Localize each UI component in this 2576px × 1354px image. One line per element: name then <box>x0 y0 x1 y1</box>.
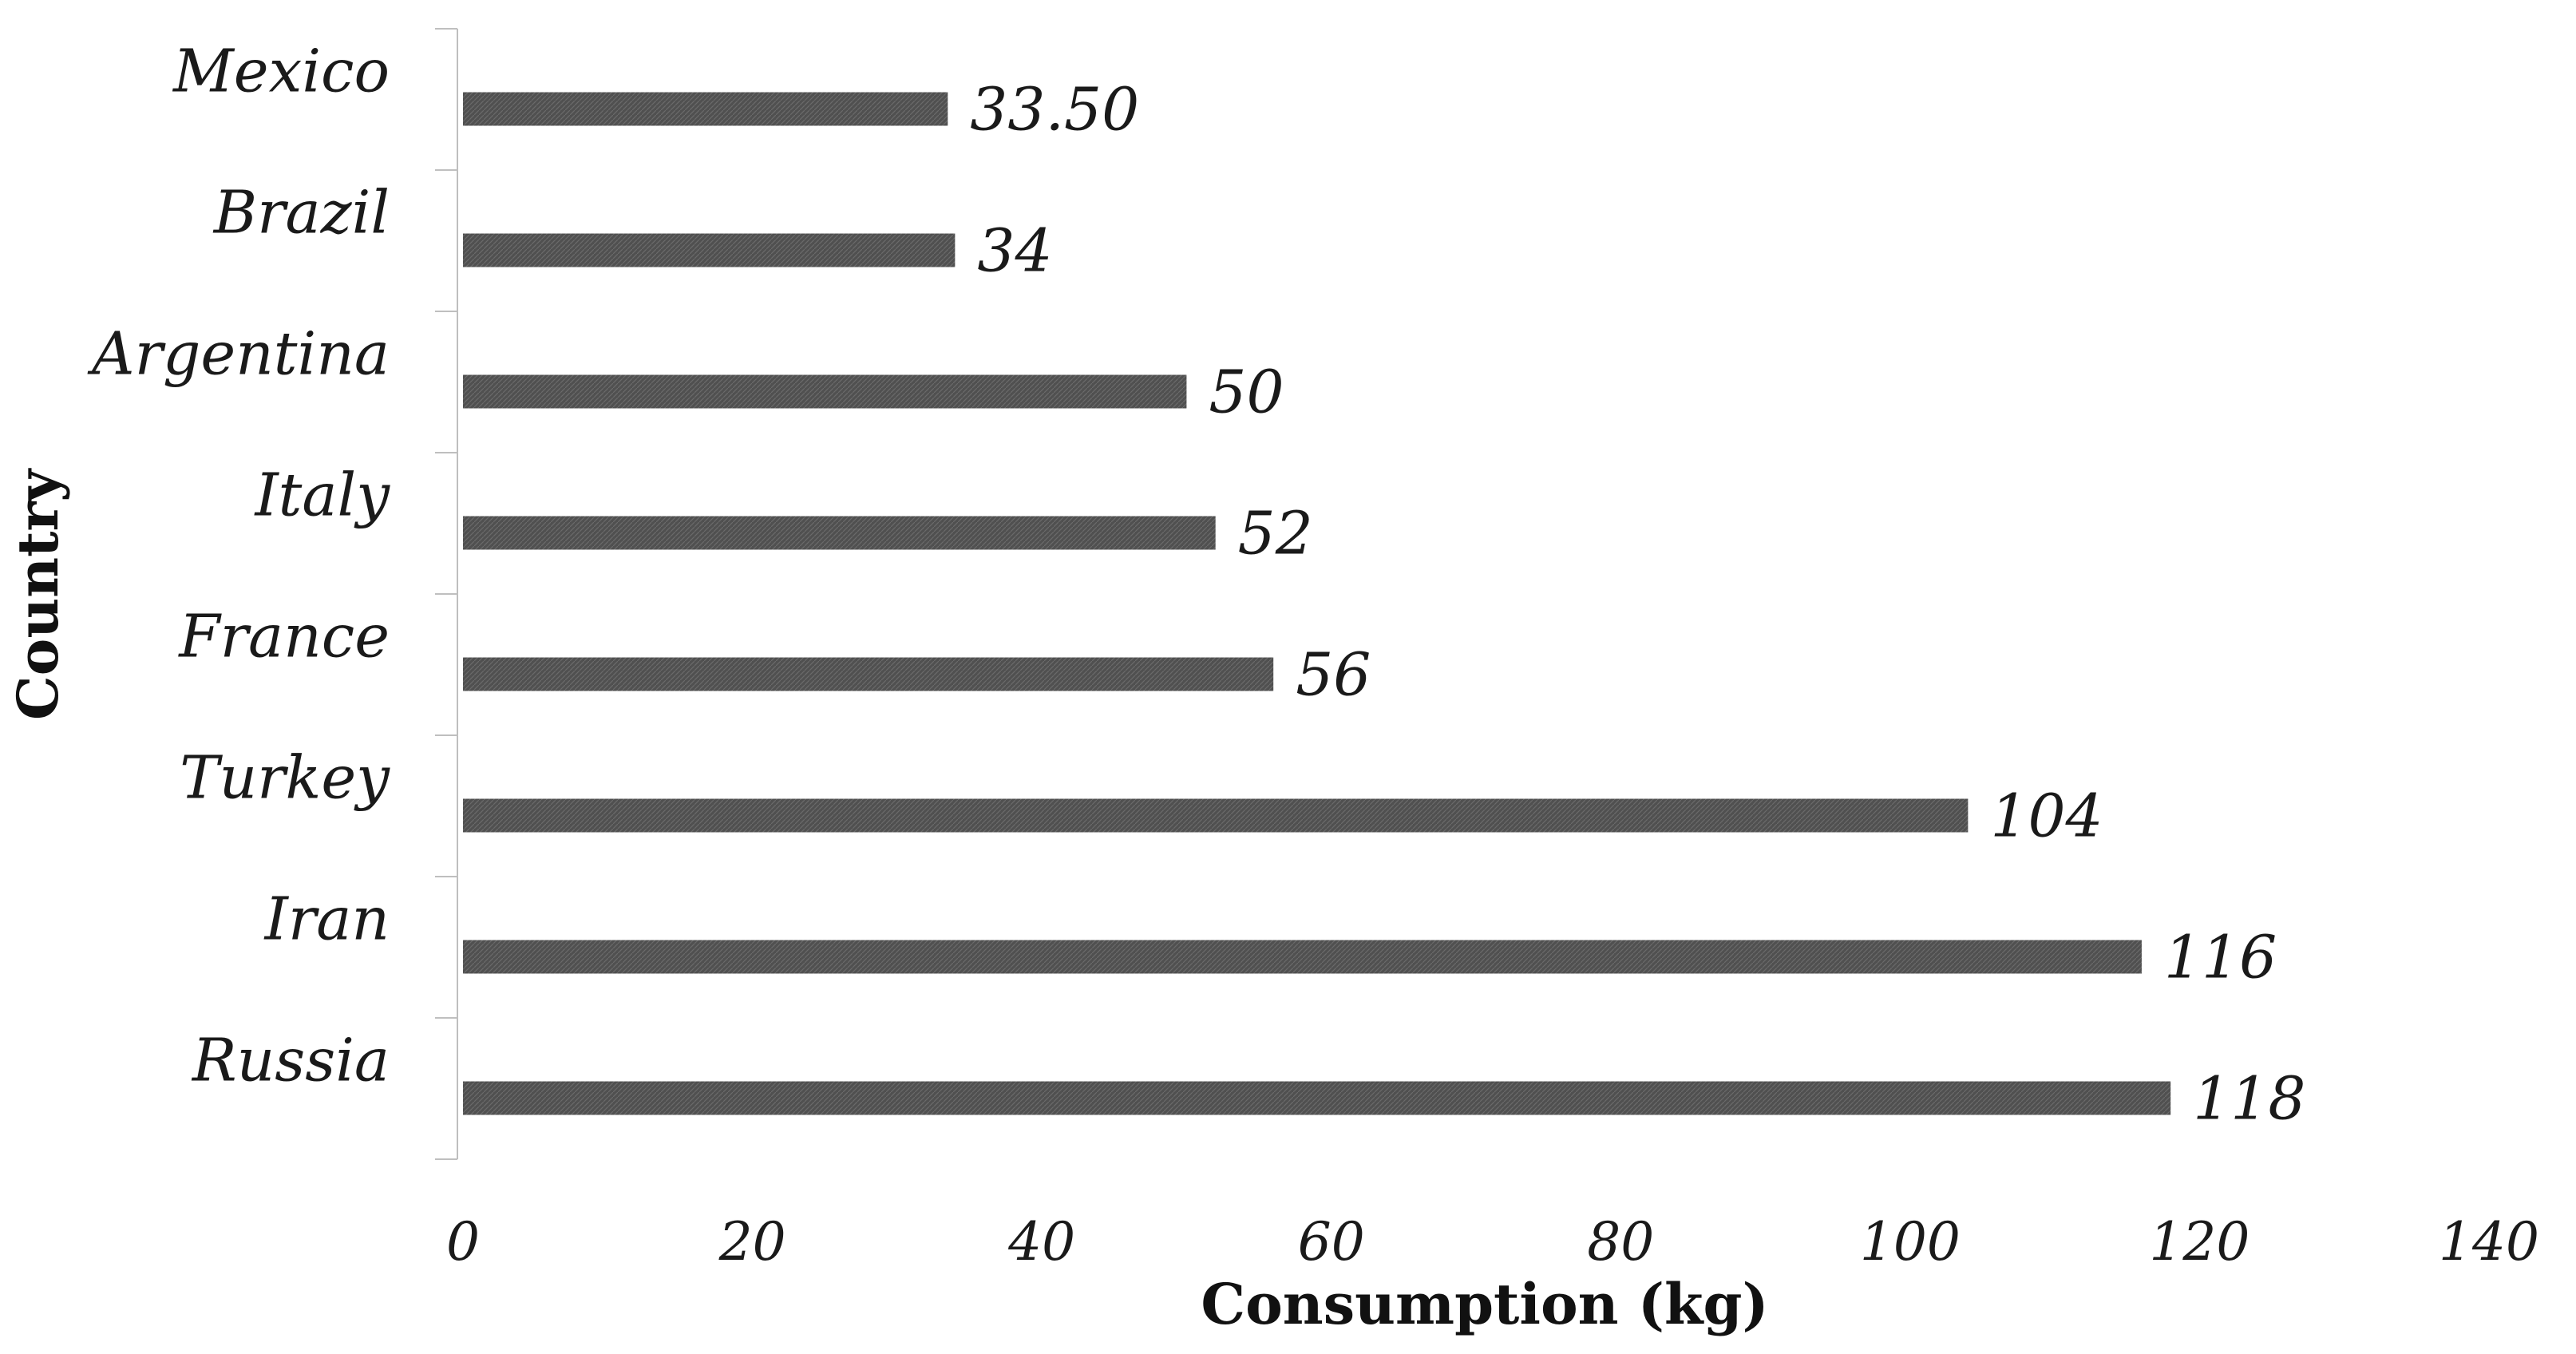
x-tick-label: 0 <box>446 1211 480 1273</box>
category-label: Turkey <box>180 744 390 813</box>
category-label: Brazil <box>212 179 390 247</box>
bar-russia <box>463 1081 2171 1115</box>
x-tick-label: 80 <box>1587 1211 1654 1273</box>
data-label: 56 <box>1296 641 1371 710</box>
category-label: Russia <box>191 1027 390 1095</box>
data-label: 116 <box>2164 924 2277 992</box>
x-tick-label: 40 <box>1007 1211 1075 1273</box>
data-label: 33.50 <box>970 76 1139 145</box>
data-label: 50 <box>1209 358 1284 427</box>
x-tick-label: 60 <box>1298 1211 1365 1273</box>
x-tick-label: 140 <box>2439 1211 2539 1273</box>
category-label: Mexico <box>172 38 390 106</box>
bar-brazil <box>463 233 956 267</box>
data-label: 118 <box>2193 1065 2305 1134</box>
x-tick-label: 120 <box>2149 1211 2250 1273</box>
y-axis-title: Country <box>5 468 71 720</box>
category-label: Argentina <box>87 320 390 389</box>
data-label: 34 <box>977 217 1052 286</box>
bar-iran <box>463 940 2142 974</box>
category-label: Italy <box>253 461 390 530</box>
bar-turkey <box>463 798 1969 833</box>
x-tick-label: 100 <box>1860 1211 1961 1273</box>
bar-mexico <box>463 92 948 126</box>
bar-argentina <box>463 374 1187 409</box>
x-tick-label: 20 <box>718 1211 786 1273</box>
data-label: 52 <box>1238 500 1313 568</box>
x-axis-title: Consumption (kg) <box>1201 1271 1768 1337</box>
data-label: 104 <box>1990 782 2103 851</box>
bar-france <box>463 657 1274 691</box>
category-label: France <box>177 603 390 671</box>
category-label: Iran <box>263 885 390 954</box>
bar-italy <box>463 516 1216 550</box>
